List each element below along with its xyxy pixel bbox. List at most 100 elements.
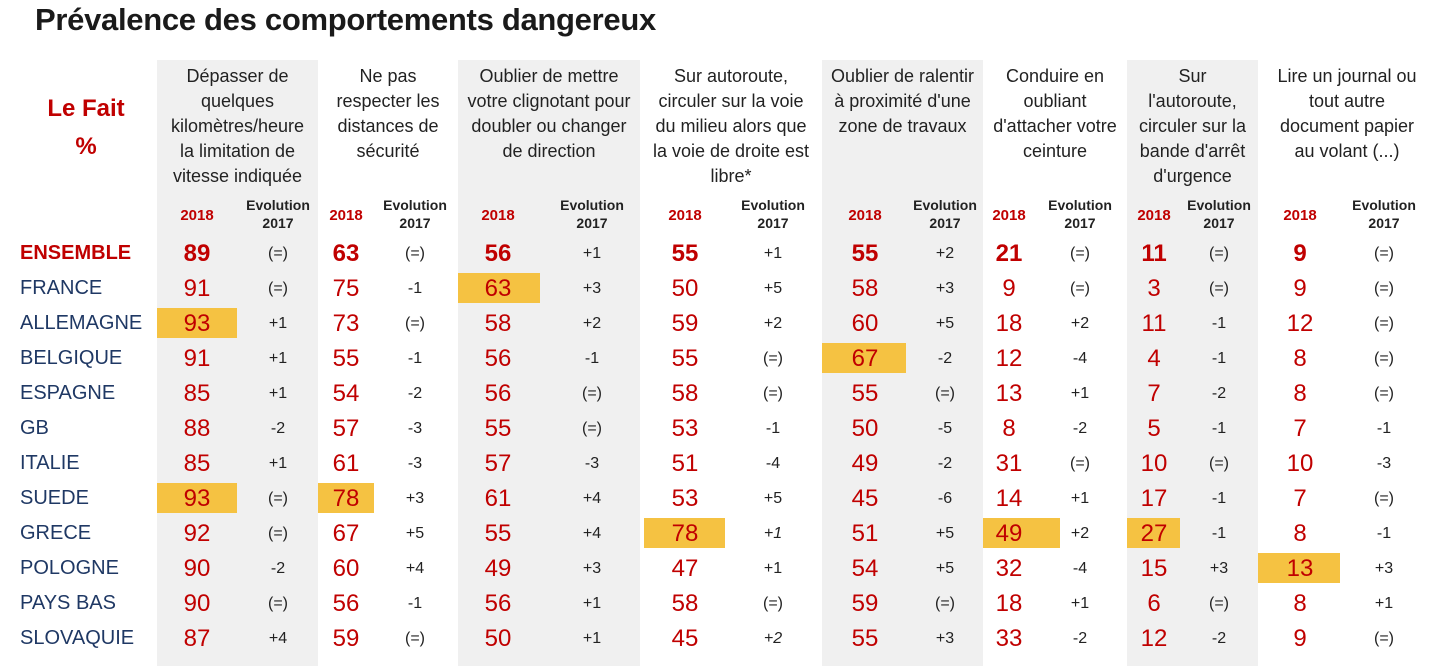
value-evolution: (=): [405, 245, 425, 262]
column-header-line: kilomètres/heure: [170, 116, 305, 136]
highlight-cell: [1258, 553, 1340, 583]
value-evolution: -2: [407, 385, 423, 402]
column-header-line: Oublier de mettre: [479, 66, 619, 86]
value-evolution: +4: [582, 490, 602, 507]
value-2018: 27: [1140, 520, 1168, 547]
column-header-line: distances de: [337, 116, 439, 136]
value-evolution: -2: [1211, 630, 1227, 647]
subheader-evolution-line-1: Evolution: [1352, 197, 1416, 213]
highlight-cell: [822, 343, 906, 373]
subheader-2018: 2018: [668, 207, 702, 224]
value-2018: 9: [1293, 240, 1307, 267]
column-header-line: circuler sur la: [1138, 116, 1247, 136]
row-label: ALLEMAGNE: [20, 312, 143, 334]
value-2018: 10: [1286, 450, 1314, 477]
column-band-1: [157, 60, 318, 666]
value-2018: 58: [851, 275, 879, 302]
subheader-evolution: Evolution 2017: [1040, 196, 1120, 232]
value-2018: 6: [1147, 590, 1161, 617]
value-evolution: +1: [763, 560, 783, 577]
value-evolution: -1: [407, 595, 423, 612]
value-evolution: +1: [268, 350, 288, 367]
value-2018: 55: [484, 520, 512, 547]
column-header-line: la voie de droite est: [652, 141, 810, 161]
column-header-line: oubliant: [1023, 91, 1087, 111]
value-2018: 18: [995, 310, 1023, 337]
value-2018: 93: [183, 310, 211, 337]
value-2018: 54: [332, 380, 360, 407]
value-2018: 51: [671, 450, 699, 477]
value-2018: 53: [671, 485, 699, 512]
value-2018: 61: [484, 485, 512, 512]
value-2018: 56: [484, 380, 512, 407]
row-label: SLOVAQUIE: [20, 627, 135, 649]
value-2018: 90: [183, 590, 211, 617]
value-evolution: -1: [1211, 315, 1227, 332]
value-2018: 55: [851, 625, 879, 652]
value-evolution: (=): [763, 350, 783, 367]
value-evolution: (=): [1209, 455, 1229, 472]
value-evolution: -4: [765, 455, 781, 472]
column-header-3: Oublier de mettre votre clignotant pour do…: [458, 64, 640, 194]
column-band-3: [458, 60, 640, 666]
value-2018: 78: [332, 485, 360, 512]
subheader-evolution-line-2: 2017: [1064, 215, 1096, 231]
column-header-line: de direction: [502, 141, 596, 161]
value-2018: 7: [1293, 485, 1307, 512]
value-2018: 57: [332, 415, 360, 442]
value-2018: 56: [484, 345, 512, 372]
subheader-evolution-line-2: 2017: [1203, 215, 1235, 231]
value-evolution: -1: [1376, 525, 1392, 542]
subheader-evolution-line-1: Evolution: [1187, 197, 1251, 213]
value-2018: 50: [484, 625, 512, 652]
value-2018: 12: [1140, 625, 1168, 652]
subheader-evolution-line-2: 2017: [1368, 215, 1400, 231]
value-2018: 49: [484, 555, 512, 582]
value-2018: 32: [995, 555, 1023, 582]
column-header-7: Sur l'autoroute, circuler sur la bande d'ar…: [1127, 64, 1258, 194]
value-evolution: -1: [765, 420, 781, 437]
value-2018: 47: [671, 555, 699, 582]
value-evolution: (=): [268, 525, 288, 542]
value-evolution: -5: [937, 420, 953, 437]
value-2018: 18: [995, 590, 1023, 617]
value-2018: 50: [851, 415, 879, 442]
subheader-2018: 2018: [1283, 207, 1317, 224]
value-2018: 87: [183, 625, 211, 652]
subheader-2018: 2018: [481, 207, 515, 224]
value-2018: 11: [1141, 310, 1167, 337]
value-2018: 54: [851, 555, 879, 582]
value-evolution: (=): [268, 595, 288, 612]
value-2018: 31: [995, 450, 1023, 477]
subheader-evolution-line-2: 2017: [576, 215, 608, 231]
subheader-evolution: Evolution 2017: [375, 196, 455, 232]
value-evolution: +5: [935, 315, 955, 332]
value-evolution: +3: [405, 490, 425, 507]
value-evolution: (=): [1374, 630, 1394, 647]
column-header-2: Ne pas respecter les distances de sécurité: [318, 64, 458, 194]
value-evolution: +2: [582, 315, 602, 332]
value-evolution: (=): [1209, 280, 1229, 297]
value-2018: 12: [995, 345, 1023, 372]
highlight-cell: [644, 518, 725, 548]
value-evolution: (=): [1070, 245, 1090, 262]
value-evolution: -4: [1072, 350, 1088, 367]
subheader-evolution: Evolution 2017: [1179, 196, 1259, 232]
value-evolution: -1: [407, 280, 423, 297]
value-evolution: -1: [1376, 420, 1392, 437]
value-evolution: (=): [1374, 315, 1394, 332]
value-evolution: +2: [1070, 525, 1090, 542]
subheader-evolution: Evolution 2017: [238, 196, 318, 232]
subheader-evolution-line-1: Evolution: [560, 197, 624, 213]
value-evolution: (=): [1374, 280, 1394, 297]
column-header-line: la limitation de: [179, 141, 296, 161]
value-evolution: +1: [268, 385, 288, 402]
value-evolution: +1: [1070, 385, 1090, 402]
row-header-line-2: %: [75, 133, 97, 160]
value-evolution: -1: [1211, 350, 1227, 367]
row-label: ESPAGNE: [20, 382, 116, 404]
subheader-2018: 2018: [992, 207, 1026, 224]
subheader-evolution: Evolution 2017: [905, 196, 985, 232]
subheader-2018: 2018: [180, 207, 214, 224]
column-header-line: libre*: [710, 166, 752, 186]
